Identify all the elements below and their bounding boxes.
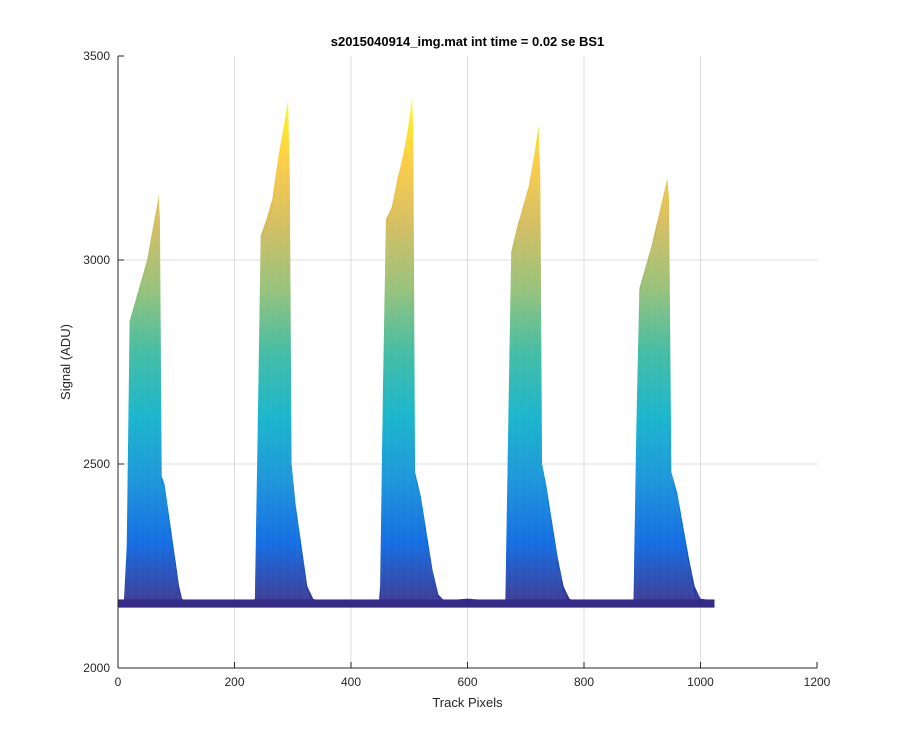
x-tick-label: 1200: [804, 675, 831, 689]
y-tick-label: 2000: [83, 661, 110, 675]
x-tick-label: 200: [224, 675, 244, 689]
chart-title: s2015040914_img.mat int time = 0.02 se B…: [331, 34, 605, 49]
data-layer: [118, 96, 715, 613]
y-axis-label: Signal (ADU): [58, 324, 73, 400]
y-tick-label: 3000: [83, 253, 110, 267]
x-tick-label: 1000: [687, 675, 714, 689]
y-tick-label: 2500: [83, 457, 110, 471]
x-tick-label: 0: [115, 675, 122, 689]
x-tick-label: 600: [457, 675, 477, 689]
baseline-band-series-0: [118, 599, 715, 608]
axes: [117, 55, 818, 669]
x-tick-label: 800: [574, 675, 594, 689]
y-tick-labels: 2000 2500 3000 3500: [83, 49, 110, 675]
y-tick-label: 3500: [83, 49, 110, 63]
x-tick-labels: 0 200 400 600 800 1000 1200: [115, 675, 831, 689]
x-axis-label: Track Pixels: [432, 695, 503, 710]
grid-lines: [118, 56, 817, 668]
signal-area-series-0: [118, 96, 715, 607]
x-tick-label: 400: [341, 675, 361, 689]
